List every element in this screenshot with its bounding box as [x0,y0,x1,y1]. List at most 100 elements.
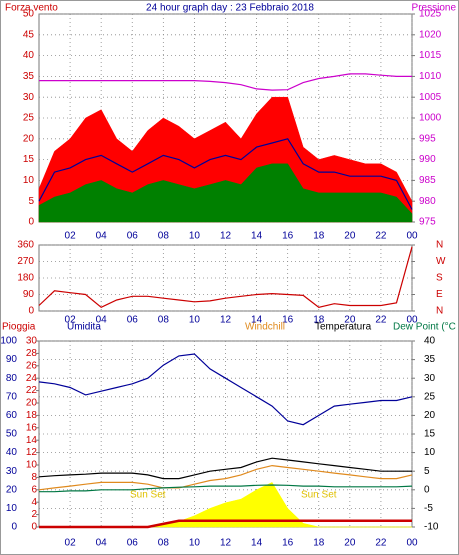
y3-tick-label: 12 [26,447,38,458]
y2-tick-label: 1005 [419,92,442,103]
y2-tick-label: 35 [424,354,436,365]
legend-entry: Dew Point (°C [393,322,456,333]
y3-tick-label: 20 [26,398,38,409]
y2-tick-label: 995 [419,133,436,144]
x-tick-label: 20 [344,231,356,242]
legend-entry: Windchill [245,322,285,333]
y2-tick-label: 40 [424,336,436,347]
series-area [38,163,413,223]
y-tick-label: 40 [6,447,18,458]
y2-tick-label: S [436,273,443,284]
y-tick-label: 180 [17,273,34,284]
x-tick-label: 18 [313,231,325,242]
y2-tick-label: 975 [419,217,436,228]
y-tick-label: 5 [28,196,34,207]
y2-tick-label: 1015 [419,50,442,61]
y2-tick-label: 30 [424,373,436,384]
y-tick-label: 20 [23,133,35,144]
y-tick-label: 0 [11,522,17,533]
y3-tick-label: 8 [31,472,37,483]
x-tick-label: 08 [158,538,170,549]
y3-tick-label: 22 [26,385,38,396]
x-tick-label: 10 [189,231,201,242]
y3-tick-label: 2 [31,509,37,520]
y-tick-label: 50 [23,9,35,20]
x-tick-label: 14 [251,231,263,242]
series-line [38,457,412,480]
x-tick-label: 22 [375,538,387,549]
legend-entry: Temperatura [315,322,372,333]
series-area [38,96,413,223]
series-line [38,353,413,426]
y3-tick-label: 14 [26,435,38,446]
y3-tick-label: 16 [26,422,38,433]
y-tick-label: 10 [23,175,35,186]
x-tick-label: 08 [158,231,170,242]
x-tick-label: 12 [220,231,232,242]
y3-tick-label: 4 [31,497,37,508]
y2-tick-label: 5 [424,466,430,477]
y2-tick-label: 980 [419,196,436,207]
y3-tick-label: 10 [26,460,38,471]
y2-tick-label: 15 [424,429,436,440]
x-tick-label: 04 [96,538,108,549]
series-line [38,246,413,309]
y2-tick-label: 990 [419,154,436,165]
series-line [39,484,413,493]
y-tick-label: 90 [6,354,18,365]
y2-tick-label: 985 [419,175,436,186]
x-tick-label: 14 [251,538,263,549]
annotation: Sun Set [130,490,166,501]
y2-tick-label: -10 [424,522,439,533]
y3-tick-label: 24 [26,373,38,384]
y-tick-label: 90 [23,289,35,300]
y-tick-label: 30 [6,466,18,477]
y-tick-label: 80 [6,373,18,384]
y-tick-label: 30 [23,92,35,103]
legend-entry: Pioggia [2,322,36,333]
x-tick-label: 10 [189,315,201,326]
x-tick-label: 06 [127,315,139,326]
y2-tick-label: N [436,306,443,317]
x-tick-label: 04 [96,231,108,242]
y2-tick-label: W [436,256,446,267]
series-line [38,464,413,491]
annotation: Sun Set [301,490,337,501]
y-tick-label: 50 [6,429,18,440]
x-tick-label: 02 [65,538,77,549]
x-tick-label: 18 [313,315,325,326]
x-tick-label: 14 [251,315,263,326]
x-tick-label: 00 [406,315,418,326]
y-tick-label: 0 [28,306,34,317]
x-tick-label: 02 [65,315,77,326]
x-tick-label: 10 [189,538,201,549]
x-tick-label: 22 [375,231,387,242]
y2-tick-label: 0 [424,484,430,495]
y-tick-label: 10 [6,503,18,514]
series-line [39,73,412,91]
y-tick-label: 0 [28,217,34,228]
y2-tick-label: 1020 [419,29,442,40]
series-line [38,138,413,210]
legend-entry: Umidita [67,322,101,333]
y2-tick-label: 1025 [419,9,442,20]
x-tick-label: 06 [127,231,139,242]
series-line [39,519,412,529]
x-tick-label: 18 [313,538,325,549]
y2-tick-label: 25 [424,391,436,402]
x-tick-label: 16 [282,231,294,242]
x-tick-label: 22 [375,315,387,326]
y-tick-label: 15 [23,154,35,165]
y3-tick-label: 0 [31,522,37,533]
y2-axis-label: Pressione [412,3,457,14]
y-tick-label: 35 [23,71,35,82]
y3-tick-label: 26 [26,360,38,371]
y3-tick-label: 6 [31,484,37,495]
y3-tick-label: 30 [26,336,38,347]
y-tick-label: 60 [6,410,18,421]
x-tick-label: 12 [220,538,232,549]
x-tick-label: 04 [96,315,108,326]
y2-tick-label: 1010 [419,71,442,82]
x-tick-label: 02 [65,231,77,242]
